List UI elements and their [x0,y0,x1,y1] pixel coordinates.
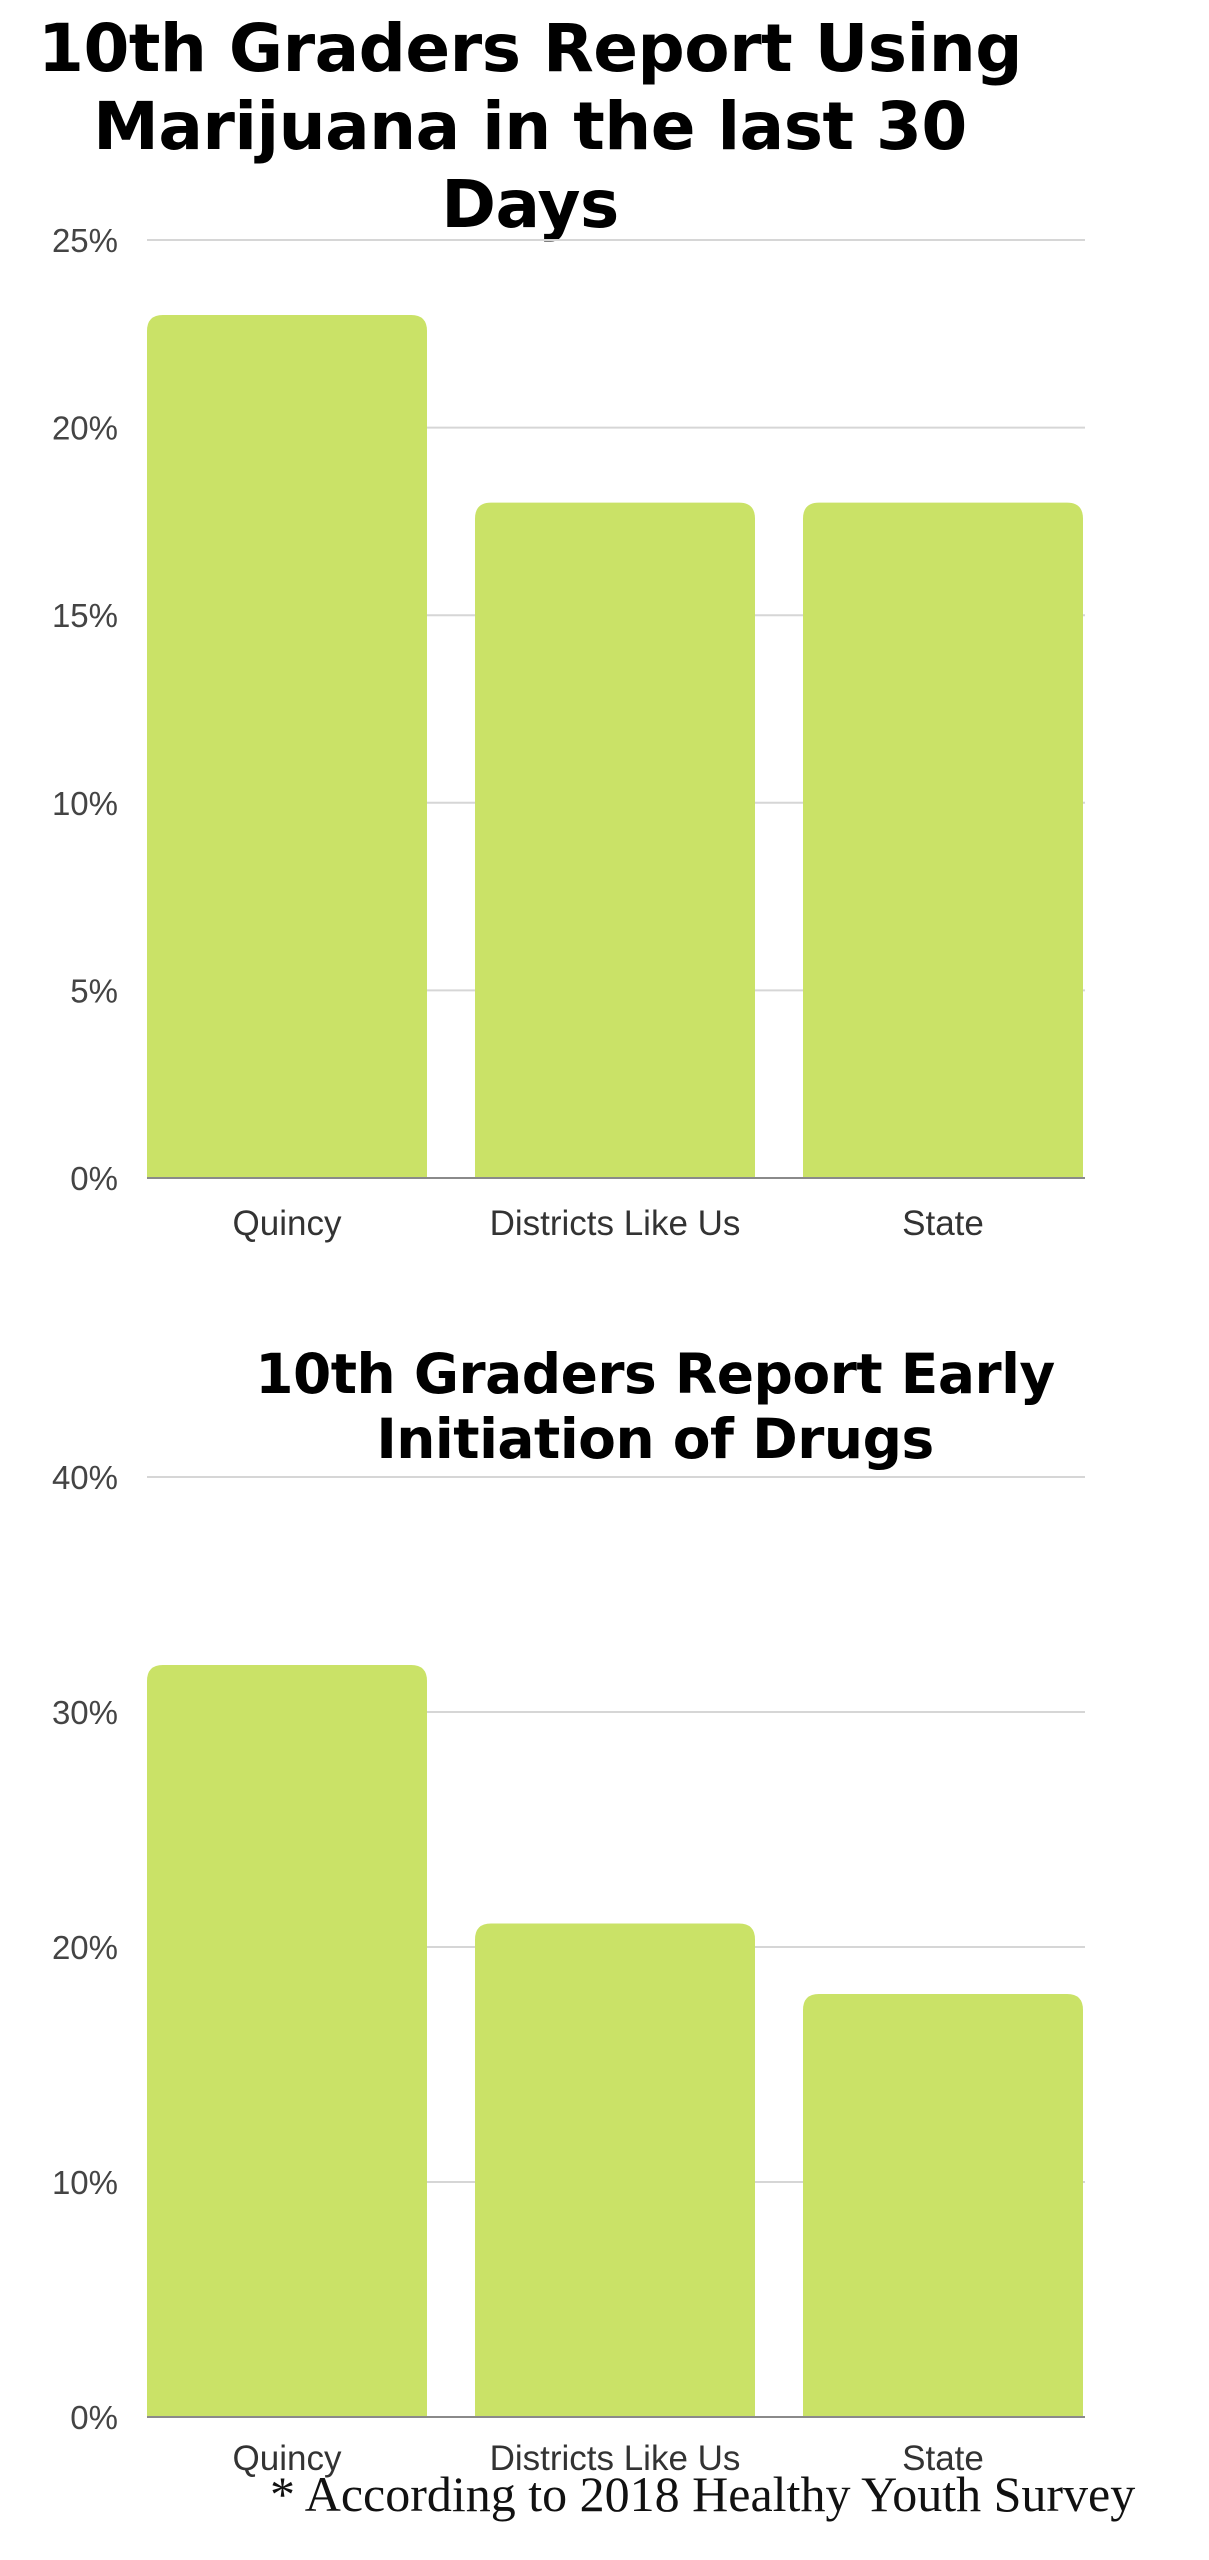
y-tick-label: 0% [70,1160,118,1197]
y-tick-label: 30% [52,1694,118,1731]
x-category-label: Quincy [233,1204,342,1243]
y-tick-label: 10% [52,785,118,822]
chart-2-early-initiation: 0% 10% 20% 30% 40% Quincy Districts Like Us Sta… [52,1459,1085,2478]
x-category-label: Quincy [233,2439,342,2478]
source-footnote: * According to 2018 Healthy Youth Survey [270,2466,1136,2522]
chart-1-marijuana-use: 0% 5% 10% 15% 20% 25% Quincy Districts Like Us S… [52,222,1085,1243]
x-category-label: State [902,1204,984,1243]
bar-quincy [147,315,427,1177]
x-category-label: Districts Like Us [490,2439,741,2478]
y-tick-label: 20% [52,410,118,447]
bar-districts-like-us [475,502,755,1177]
bar-state [803,1994,1083,2416]
chart-1-title: 10th Graders Report Using Marijuana in t… [38,10,1022,243]
y-tick-label: 40% [52,1459,118,1496]
y-tick-label: 25% [52,222,118,259]
y-tick-label: 5% [70,972,118,1009]
y-tick-label: 10% [52,2164,118,2201]
x-category-label: Districts Like Us [490,1204,741,1243]
x-category-label: State [902,2439,984,2478]
bar-state [803,502,1083,1177]
y-tick-label: 20% [52,1929,118,1966]
y-tick-label: 15% [52,597,118,634]
y-tick-label: 0% [70,2399,118,2436]
bar-quincy [147,1665,427,2416]
chart-2-title: 10th Graders Report Early Initiation of … [255,1342,1055,1471]
bar-districts-like-us [475,1923,755,2416]
